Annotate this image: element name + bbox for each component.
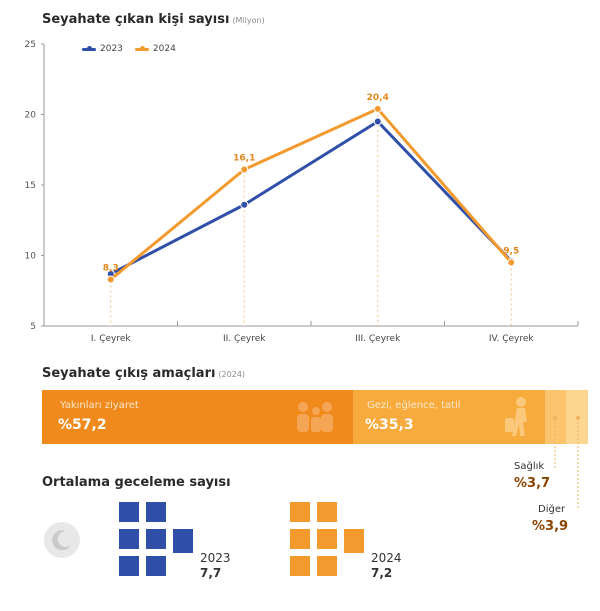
point-2024 xyxy=(240,165,249,174)
nights-year-2023: 2023 xyxy=(200,551,231,565)
nights-year-2024: 2024 xyxy=(371,551,402,565)
purpose-value-visiting: %57,2 xyxy=(58,417,107,433)
purpose-label-leisure: Gezi, eğlence, tatil xyxy=(367,400,461,411)
y-tick-label: 25 xyxy=(25,40,36,50)
night-block xyxy=(290,529,310,549)
night-block xyxy=(146,502,166,522)
nights-value-2024: 7,2 xyxy=(371,566,393,580)
purpose-bar-leisure: Gezi, eğlence, tatil %35,3 xyxy=(353,390,545,444)
night-block xyxy=(317,529,337,549)
legend-label-2023: 2023 xyxy=(100,44,123,54)
legend-item-2023: 2023 xyxy=(82,44,123,54)
x-tick-label: III. Çeyrek xyxy=(355,334,401,344)
series-line-2024 xyxy=(109,107,513,281)
night-block xyxy=(344,529,364,549)
data-label-2024: 16,1 xyxy=(233,153,255,163)
night-block xyxy=(119,556,139,576)
purpose-value-leisure: %35,3 xyxy=(365,417,414,433)
chart-title: Seyahate çıkan kişi sayısı (Milyon) xyxy=(42,12,265,27)
moon-icon-background xyxy=(44,522,80,558)
y-tick-label: 5 xyxy=(30,322,36,332)
night-block xyxy=(119,529,139,549)
chart-subtitle: (Milyon) xyxy=(232,16,265,25)
purpose-label-other: Diğer xyxy=(538,504,566,515)
point-2024 xyxy=(373,104,382,113)
series-line-2023 xyxy=(110,120,513,276)
night-block xyxy=(317,556,337,576)
legend: 2023 2024 xyxy=(82,44,176,54)
purposes-subtitle: (2024) xyxy=(218,370,246,379)
y-tick-label: 15 xyxy=(25,181,36,191)
legend-item-2024: 2024 xyxy=(134,44,176,54)
night-block xyxy=(317,502,337,522)
nights-title: Ortalama geceleme sayısı xyxy=(42,475,231,490)
night-block xyxy=(146,556,166,576)
night-block xyxy=(119,502,139,522)
family-icon xyxy=(297,402,333,432)
night-block-partial xyxy=(173,539,193,553)
line-chart: 5 10 15 20 25 I. Çeyrek II. Çeyrek III. Çeyrek I… xyxy=(25,40,579,344)
data-label-2024: 20,4 xyxy=(367,93,389,103)
legend-label-2024: 2024 xyxy=(152,44,176,54)
nights-value-2023: 7,7 xyxy=(200,566,222,580)
night-block xyxy=(146,529,166,549)
x-tick-label: II. Çeyrek xyxy=(223,334,266,344)
purpose-label-health: Sağlık xyxy=(514,461,545,472)
point-2024 xyxy=(106,275,115,284)
purposes-title: Seyahate çıkış amaçları (2024) xyxy=(42,366,245,381)
chart-title-text: Seyahate çıkan kişi sayısı xyxy=(42,12,230,27)
night-block xyxy=(290,556,310,576)
data-label-2024: 8,3 xyxy=(103,263,119,273)
point-2024 xyxy=(507,258,516,267)
point-2023 xyxy=(373,117,382,126)
traveler-icon xyxy=(505,397,527,436)
x-tick-label: I. Çeyrek xyxy=(91,334,132,344)
moon-icon xyxy=(52,530,71,551)
x-tick-label: IV. Çeyrek xyxy=(489,334,535,344)
purposes-title-text: Seyahate çıkış amaçları xyxy=(42,366,216,381)
purpose-bar-visiting: Yakınları ziyaret %57,2 xyxy=(42,390,353,444)
legend-swatch-2023 xyxy=(82,46,96,51)
night-block xyxy=(290,502,310,522)
night-block-partial xyxy=(344,549,364,553)
data-label-2024: 9,5 xyxy=(503,247,519,257)
y-tick-label: 20 xyxy=(25,111,37,121)
purpose-value-health: %3,7 xyxy=(514,476,551,491)
purpose-label-visiting: Yakınları ziyaret xyxy=(60,400,139,411)
legend-swatch-2024 xyxy=(134,46,149,51)
purpose-value-other: %3,9 xyxy=(532,519,569,534)
y-tick-label: 10 xyxy=(25,252,37,262)
point-2023 xyxy=(240,200,249,209)
